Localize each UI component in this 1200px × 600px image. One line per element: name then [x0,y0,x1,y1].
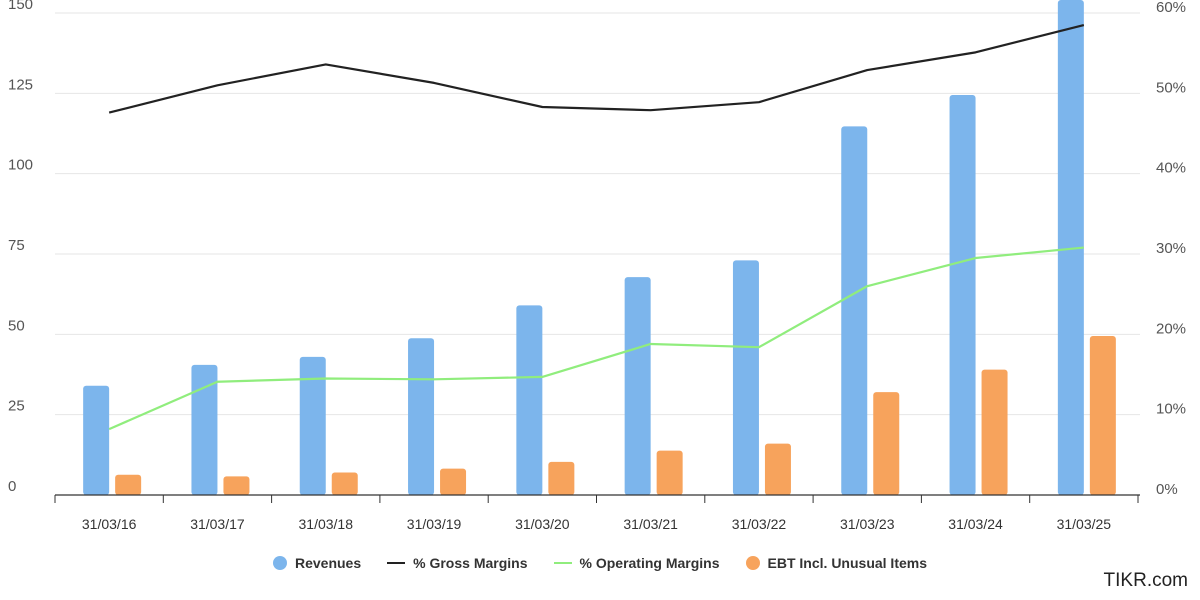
revenues-swatch [272,556,287,570]
ebt-bar [1089,335,1116,495]
y-left-tick-label: 150 [8,0,33,13]
operating-margins-swatch [553,562,572,564]
y-left-tick-label: 125 [8,76,33,93]
revenues-bar [516,305,543,495]
revenues-bar [191,364,218,495]
y-right-tick-label: 10% [1156,401,1186,418]
gridlines [55,12,1140,416]
line-series [108,23,1085,431]
legend-label-operating-margins: % Operating Margins [579,555,720,571]
x-tick-label: 31/03/16 [82,516,137,532]
x-axis: 31/03/16 31/03/17 31/03/18 31/03/19 31/03/20… [54,494,1140,532]
gross-margins-line [108,23,1085,114]
y-right-tick-label: 0% [1156,481,1178,498]
revenues-bar [841,126,868,495]
ebt-bar [115,474,142,495]
ebt-bar [764,443,791,495]
y-right-tick-label: 50% [1156,79,1186,96]
combo-chart: 0 25 50 75 100 125 150 0% 10% 20% 30% 40% 50% 60% 31… [8,0,1186,532]
legend-item-revenues[interactable]: Revenues [272,555,362,571]
revenues-bar [83,385,110,495]
operating-margins-line [108,246,1084,431]
revenues-bar [624,277,651,495]
ebt-bar [981,369,1008,495]
ebt-bar [873,392,900,495]
x-tick-label: 31/03/25 [1057,516,1112,532]
x-tick-label: 31/03/24 [948,516,1003,532]
revenues-bar [408,338,435,495]
legend-label-revenues: Revenues [294,555,362,571]
left-axis: 0 25 50 75 100 125 150 [8,0,33,495]
legend-label-gross-margins: % Gross Margins [413,555,528,571]
legend-item-ebt[interactable]: EBT Incl. Unusual Items [745,555,928,571]
bar-series [83,0,1116,495]
revenues-bar [732,260,759,495]
legend-label-ebt: EBT Incl. Unusual Items [767,555,928,571]
x-tick-label: 31/03/23 [840,516,895,532]
gross-margins-swatch [387,562,406,564]
y-right-tick-label: 20% [1156,320,1186,337]
y-left-tick-label: 75 [8,237,25,254]
chart-legend: Revenues % Gross Margins % Operating Mar… [0,555,1200,571]
ebt-bar [223,476,250,495]
legend-item-operating-margins[interactable]: % Operating Margins [553,555,720,571]
y-right-tick-label: 40% [1156,160,1186,177]
x-tick-label: 31/03/22 [732,516,787,532]
brand-watermark: TIKR.com [1103,570,1188,591]
x-tick-label: 31/03/18 [299,516,354,532]
y-right-tick-label: 60% [1156,0,1186,16]
x-tick-label: 31/03/20 [515,516,570,532]
y-left-tick-label: 100 [8,157,33,174]
ebt-bar [331,472,358,495]
x-tick-label: 31/03/17 [190,516,245,532]
revenues-bar [1057,0,1084,495]
revenues-bar [299,356,326,495]
legend-item-gross-margins[interactable]: % Gross Margins [387,555,528,571]
ebt-bar [656,450,683,495]
y-right-tick-label: 30% [1156,240,1186,257]
ebt-swatch [745,556,760,570]
x-tick-label: 31/03/19 [407,516,462,532]
y-left-tick-label: 50 [8,317,25,334]
ebt-bar [440,468,467,495]
revenues-bar [949,94,976,495]
ebt-bar [548,461,575,495]
x-tick-label: 31/03/21 [623,516,678,532]
right-axis: 0% 10% 20% 30% 40% 50% 60% [1156,0,1186,498]
y-left-tick-label: 0 [8,478,16,495]
y-left-tick-label: 25 [8,398,25,415]
